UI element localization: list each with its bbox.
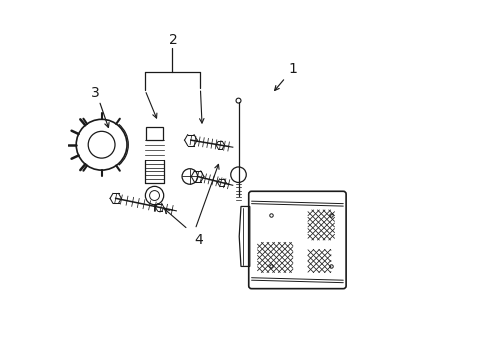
Text: 3: 3 <box>90 86 99 100</box>
Text: 1: 1 <box>288 62 297 76</box>
Text: 2: 2 <box>169 33 177 47</box>
Text: 4: 4 <box>194 233 203 247</box>
